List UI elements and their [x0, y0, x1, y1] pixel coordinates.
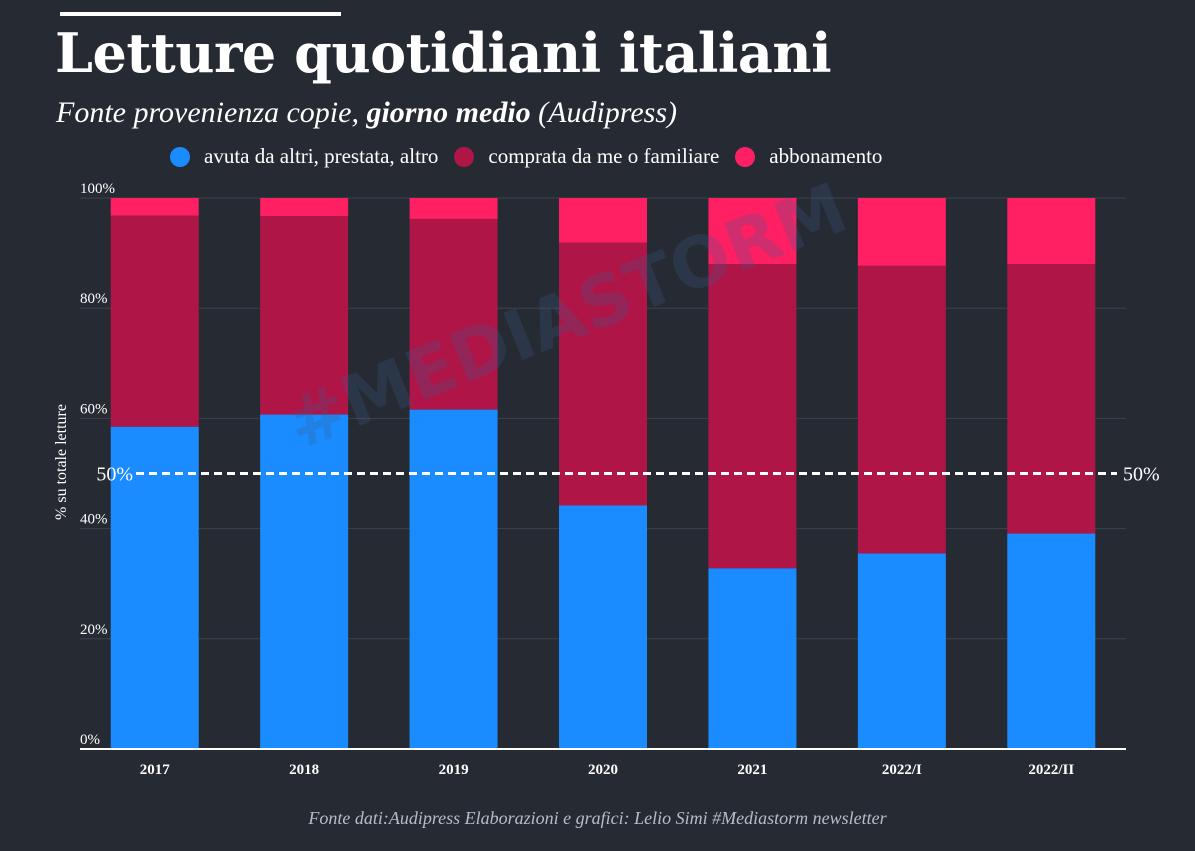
bar-segment-3	[708, 198, 797, 265]
legend-swatch-abbonamento	[735, 146, 756, 167]
bar-segment-2	[110, 215, 199, 427]
y-tick-label: 20%	[80, 622, 108, 638]
bar-segment-1	[260, 414, 349, 749]
y-tick-label: 100%	[80, 181, 115, 197]
bar-segment-3	[559, 198, 647, 243]
x-tick-label: 2017	[140, 762, 171, 778]
legend-item-abbonamento: abbonamento	[735, 144, 882, 169]
bar-segment-3	[110, 198, 199, 216]
y-tick-label: 80%	[80, 291, 108, 307]
bar-segment-3	[260, 198, 349, 217]
chart-legend: avuta da altri, prestata, altro comprata…	[170, 144, 898, 169]
y-tick-label: 0%	[80, 732, 100, 748]
reference-label-left: 50%	[96, 464, 133, 486]
y-tick-label: 40%	[80, 512, 108, 528]
legend-item-comprata: comprata da me o familiare	[454, 144, 719, 169]
bar-segment-2	[559, 242, 647, 506]
bar-segment-2	[409, 218, 498, 410]
x-tick-label: 2018	[289, 762, 319, 778]
bar-segment-2	[708, 264, 797, 569]
chart-title: Letture quotidiani italiani	[55, 21, 832, 85]
y-tick-label: 60%	[80, 401, 108, 417]
bar-segment-1	[708, 568, 797, 749]
reference-label-right: 50%	[1123, 464, 1160, 486]
title-accent-bar	[60, 12, 341, 16]
x-tick-label: 2022/II	[1028, 762, 1074, 778]
bar-segment-2	[260, 216, 349, 415]
x-tick-label: 2019	[439, 762, 469, 778]
legend-label-comprata: comprata da me o familiare	[488, 144, 720, 168]
chart-subtitle: Fonte provenienza copie, giorno medio (A…	[56, 96, 677, 130]
source-footer: Fonte dati:Audipress Elaborazioni e graf…	[308, 808, 887, 828]
legend-label-altri: avuta da altri, prestata, altro	[204, 144, 439, 168]
bar-segment-2	[1007, 264, 1096, 534]
legend-swatch-comprata	[454, 146, 475, 167]
legend-swatch-altri	[170, 146, 190, 167]
bar-segment-2	[857, 265, 946, 554]
bar-segment-1	[110, 426, 199, 749]
bar-segment-3	[857, 198, 946, 266]
x-tick-label: 2021	[737, 762, 767, 778]
bar-segment-1	[559, 505, 647, 749]
bar-segment-1	[1007, 533, 1096, 749]
x-tick-label: 2022/I	[882, 762, 922, 778]
subtitle-text-bold: giorno medio	[366, 96, 531, 129]
bar-segment-3	[1007, 198, 1096, 265]
legend-item-altri: avuta da altri, prestata, altro	[170, 144, 438, 169]
bar-segment-1	[857, 553, 946, 749]
x-tick-label: 2020	[588, 762, 618, 778]
subtitle-text-start: Fonte provenienza copie,	[56, 96, 367, 129]
subtitle-text-end: (Audipress)	[530, 96, 678, 129]
legend-label-abbonamento: abbonamento	[769, 144, 883, 168]
bar-segment-1	[409, 409, 498, 749]
bar-segment-3	[409, 198, 498, 219]
